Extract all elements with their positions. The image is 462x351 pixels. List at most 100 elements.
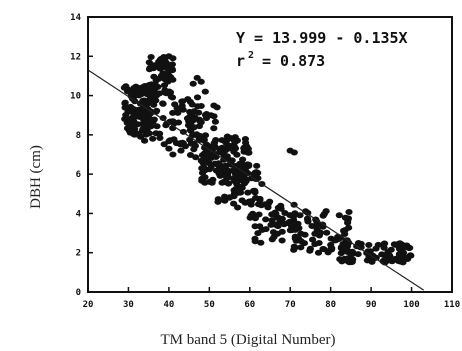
data-point [278, 237, 286, 244]
data-point [192, 154, 200, 161]
data-point [254, 230, 262, 237]
data-point [406, 244, 414, 251]
data-point [342, 214, 350, 221]
data-point [197, 78, 205, 85]
data-point [365, 242, 373, 248]
data-point [153, 107, 161, 114]
data-point [160, 141, 168, 148]
data-point [267, 221, 275, 228]
data-point [380, 240, 388, 247]
data-point [250, 171, 258, 178]
y-tick-label: 0 [76, 288, 81, 298]
data-point [206, 178, 214, 185]
x-tick-label: 70 [285, 300, 296, 310]
data-point [122, 115, 130, 122]
y-tick-label: 10 [70, 92, 81, 102]
data-point [262, 216, 270, 223]
data-point [385, 252, 393, 259]
data-point [210, 125, 218, 132]
data-point [159, 70, 167, 77]
data-point [253, 162, 261, 169]
data-point [153, 63, 161, 70]
data-point [257, 202, 265, 209]
data-point [155, 75, 163, 82]
data-point [244, 189, 252, 196]
data-point [145, 120, 153, 127]
data-point [251, 223, 259, 230]
data-point [257, 239, 265, 246]
data-point [149, 135, 157, 142]
data-point [251, 215, 259, 222]
data-point [187, 140, 195, 147]
data-point [262, 226, 270, 233]
data-point [290, 149, 298, 156]
data-point [306, 245, 314, 252]
data-point [169, 109, 177, 116]
data-point [128, 122, 136, 129]
data-point [343, 243, 352, 250]
data-point [251, 235, 259, 242]
data-point [218, 179, 226, 186]
data-point [249, 187, 258, 194]
data-point [343, 247, 351, 254]
data-point [230, 148, 238, 155]
data-point [304, 209, 312, 216]
data-point [354, 251, 362, 258]
data-point [200, 164, 208, 171]
data-point [395, 245, 403, 252]
data-point [211, 118, 219, 125]
data-point [161, 57, 169, 64]
data-point [247, 198, 255, 205]
data-point [181, 143, 189, 150]
data-point [268, 211, 276, 218]
data-point [202, 115, 210, 122]
data-point [193, 74, 201, 81]
data-point [399, 253, 408, 260]
data-point [311, 241, 319, 248]
data-point [167, 93, 175, 100]
data-point [264, 201, 272, 207]
data-point [165, 145, 173, 152]
plot-frame [87, 16, 453, 293]
data-point [225, 145, 233, 152]
x-tick-label: 60 [244, 300, 255, 310]
data-point [327, 241, 335, 248]
data-point [125, 107, 133, 114]
data-point [291, 244, 299, 251]
data-point [297, 238, 305, 245]
data-point [128, 114, 136, 121]
x-tick-label: 40 [163, 300, 174, 310]
data-point [316, 229, 325, 236]
data-point [190, 146, 198, 153]
data-point [141, 137, 149, 144]
data-point [203, 141, 211, 148]
data-point [311, 230, 319, 237]
data-point [188, 101, 196, 108]
data-point [170, 136, 178, 143]
data-point [206, 166, 214, 173]
data-point [242, 163, 250, 170]
data-point [278, 228, 286, 235]
data-point [159, 115, 167, 121]
data-point [388, 258, 396, 265]
data-point [216, 168, 224, 175]
data-point [246, 214, 254, 221]
x-axis-title: TM band 5 (Digital Number) [161, 332, 336, 348]
data-point [304, 218, 312, 225]
data-point [128, 90, 137, 97]
data-point [134, 113, 142, 120]
data-point [214, 198, 222, 205]
data-point [177, 147, 185, 154]
data-point [280, 221, 288, 228]
data-point [197, 103, 205, 109]
data-point [222, 139, 230, 146]
data-point [335, 212, 343, 219]
r-squared-label: r [236, 52, 245, 70]
data-point [345, 209, 353, 215]
x-tick-label: 30 [123, 300, 134, 310]
data-point [213, 104, 221, 111]
y-tick-label: 14 [70, 13, 81, 23]
data-point [161, 76, 169, 83]
data-point [160, 82, 169, 89]
